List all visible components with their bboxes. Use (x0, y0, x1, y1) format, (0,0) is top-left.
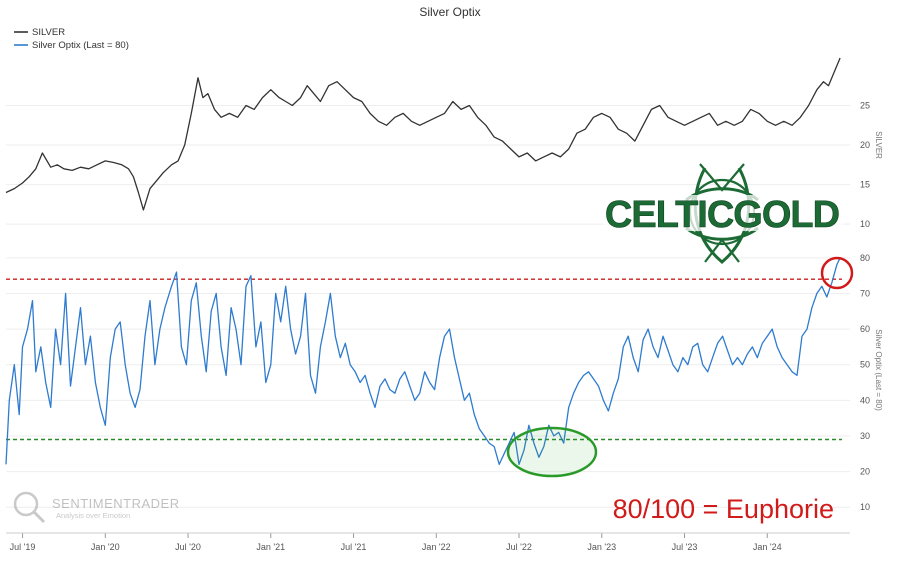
optix-y-tick-label: 80 (860, 253, 870, 263)
chart-title: Silver Optix (419, 5, 480, 19)
legend-label-silver: SILVER (32, 27, 65, 38)
watermark-line1: SENTIMENTRADER (52, 496, 180, 511)
x-tick-label: Jan '20 (91, 542, 120, 552)
green-ellipse-annotation (506, 426, 598, 478)
x-tick-label: Jul '22 (506, 542, 532, 552)
x-tick-label: Jan '22 (422, 542, 451, 552)
optix-y-tick-label: 40 (860, 395, 870, 405)
x-tick-label: Jan '21 (256, 542, 285, 552)
optix-y-tick-label: 50 (860, 360, 870, 370)
optix-panel: 10 20 30 40 50 60 70 80 (5, 253, 870, 512)
x-tick-label: Jul '21 (341, 542, 367, 552)
x-tick-label: Jul '23 (672, 542, 698, 552)
magnifier-icon (13, 491, 39, 517)
red-circle-annotation (820, 256, 854, 290)
optix-y-tick-label: 30 (860, 431, 870, 441)
optix-axis-title: Silver Optix (Last = 80) (874, 329, 883, 411)
celticgold-wordmark: CELTICGOLD (605, 194, 839, 236)
x-tick-label: Jul '20 (175, 542, 201, 552)
optix-y-tick-label: 70 (860, 288, 870, 298)
euphorie-annotation: 80/100 = Euphorie (613, 494, 834, 524)
x-tick-label: Jul '19 (10, 542, 36, 552)
silver-panel: 10 15 20 25 (5, 57, 870, 229)
optix-y-tick-label: 20 (860, 467, 870, 477)
silver-y-tick-label: 20 (860, 140, 870, 150)
optix-y-tick-label: 60 (860, 324, 870, 334)
silver-series-line (5, 57, 841, 211)
celticgold-logo: CELTICGOLD (603, 163, 843, 264)
legend-label-optix: Silver Optix (Last = 80) (32, 40, 129, 51)
optix-y-tick-label: 10 (860, 502, 870, 512)
x-tick-label: Jan '23 (587, 542, 616, 552)
silver-y-tick-label: 15 (860, 180, 870, 190)
x-tick-label: Jan '24 (753, 542, 782, 552)
x-axis: Jul '19 Jan '20 Jul '20 Jan '21 Jul '21 Jan '… (6, 532, 850, 552)
optix-series-line (5, 257, 841, 466)
legend: SILVER Silver Optix (Last = 80) (14, 27, 129, 51)
silver-y-tick-label: 10 (860, 219, 870, 229)
watermark-line2: Analysis over Emotion (56, 511, 130, 520)
silver-axis-title: SILVER (874, 131, 883, 159)
silver-y-tick-label: 25 (860, 100, 870, 110)
sentimentrader-watermark: SENTIMENTRADER Analysis over Emotion (13, 491, 180, 524)
